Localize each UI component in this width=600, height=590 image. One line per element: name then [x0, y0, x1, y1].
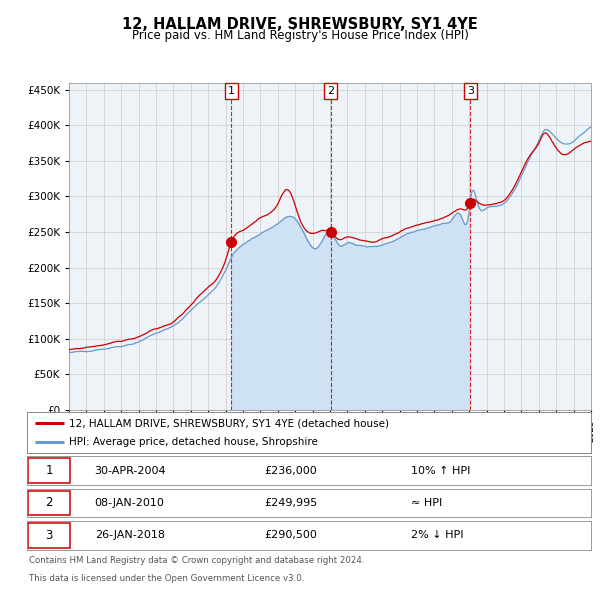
Text: 3: 3 [46, 529, 53, 542]
Text: HPI: Average price, detached house, Shropshire: HPI: Average price, detached house, Shro… [70, 437, 318, 447]
FancyBboxPatch shape [28, 490, 70, 516]
Text: 12, HALLAM DRIVE, SHREWSBURY, SY1 4YE (detached house): 12, HALLAM DRIVE, SHREWSBURY, SY1 4YE (d… [70, 418, 389, 428]
Text: 2: 2 [45, 496, 53, 510]
Text: £290,500: £290,500 [264, 530, 317, 540]
Text: 26-JAN-2018: 26-JAN-2018 [95, 530, 164, 540]
Text: 12, HALLAM DRIVE, SHREWSBURY, SY1 4YE: 12, HALLAM DRIVE, SHREWSBURY, SY1 4YE [122, 17, 478, 31]
Text: 2: 2 [327, 86, 334, 96]
FancyBboxPatch shape [28, 523, 70, 548]
Text: 1: 1 [45, 464, 53, 477]
Text: 3: 3 [467, 86, 474, 96]
Text: 10% ↑ HPI: 10% ↑ HPI [410, 466, 470, 476]
Text: This data is licensed under the Open Government Licence v3.0.: This data is licensed under the Open Gov… [29, 574, 304, 583]
Text: 1: 1 [228, 86, 235, 96]
Text: 30-APR-2004: 30-APR-2004 [95, 466, 166, 476]
Text: ≈ HPI: ≈ HPI [410, 498, 442, 508]
Text: £236,000: £236,000 [264, 466, 317, 476]
Text: £249,995: £249,995 [264, 498, 317, 508]
Text: Price paid vs. HM Land Registry's House Price Index (HPI): Price paid vs. HM Land Registry's House … [131, 30, 469, 42]
Text: 2% ↓ HPI: 2% ↓ HPI [410, 530, 463, 540]
Text: Contains HM Land Registry data © Crown copyright and database right 2024.: Contains HM Land Registry data © Crown c… [29, 556, 364, 565]
FancyBboxPatch shape [28, 458, 70, 483]
Text: 08-JAN-2010: 08-JAN-2010 [95, 498, 164, 508]
